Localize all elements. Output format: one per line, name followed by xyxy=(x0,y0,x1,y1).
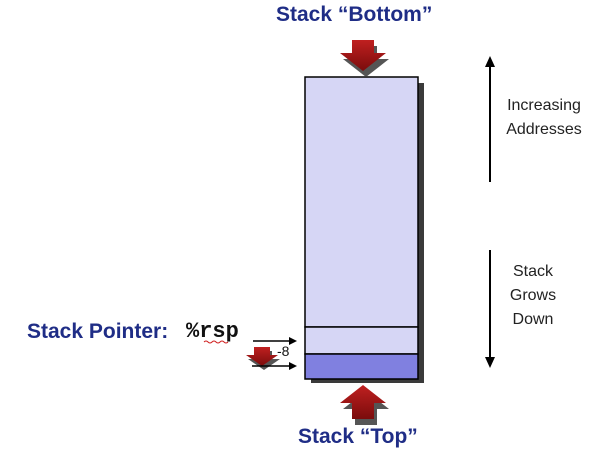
stack-body xyxy=(304,76,419,328)
stack-new-slot xyxy=(304,353,419,380)
offset-label: -8 xyxy=(277,343,290,359)
stack-top-slot xyxy=(304,326,419,355)
grows-line-1: Stack xyxy=(512,263,553,280)
grows-line-2: Grows xyxy=(509,287,557,304)
new-pointer-arrow-icon xyxy=(252,362,297,370)
increasing-addresses-label: Increasing Addresses xyxy=(494,94,594,142)
stack-bottom-label: Stack “Bottom” xyxy=(276,3,433,26)
top-arrow-icon xyxy=(340,385,389,425)
bottom-arrow-icon xyxy=(340,40,389,77)
decrement-arrow-icon xyxy=(246,347,280,370)
increasing-addresses-arrow-icon xyxy=(485,56,495,182)
grows-line-3: Down xyxy=(512,311,554,328)
spellcheck-underline xyxy=(203,340,229,344)
register-label: %rsp xyxy=(186,319,239,344)
increasing-line-1: Increasing xyxy=(507,97,581,114)
stack-top-label: Stack “Top” xyxy=(298,425,418,448)
stack-grows-down-label: Stack Grows Down xyxy=(488,260,578,332)
increasing-line-2: Addresses xyxy=(506,121,582,138)
stack-grows-down-arrow-icon xyxy=(485,250,495,368)
stack-pointer-label: Stack Pointer: xyxy=(27,320,169,343)
rsp-pointer-arrow-icon xyxy=(253,337,297,345)
